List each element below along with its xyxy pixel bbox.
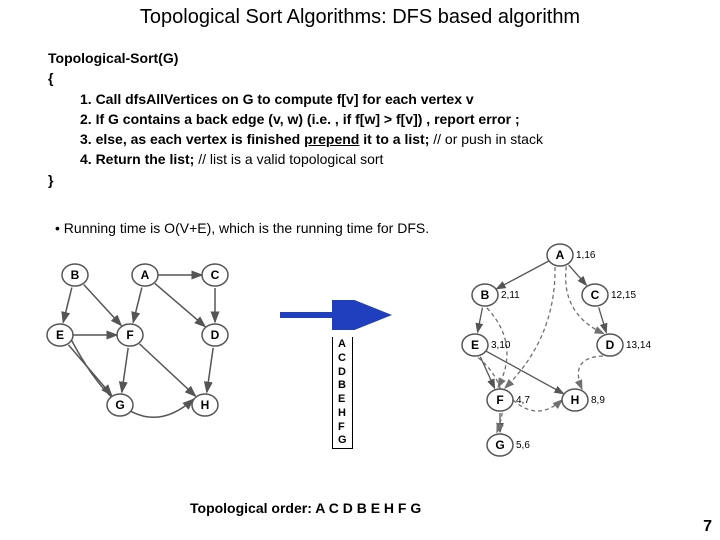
left-graph: B A C E F D G H bbox=[20, 245, 270, 455]
stack-row: B bbox=[336, 379, 349, 393]
stack-row: C bbox=[336, 352, 349, 366]
running-time-text: Running time is O(V+E), which is the run… bbox=[64, 220, 429, 236]
algo-line-4: 4. Return the list; // list is a valid t… bbox=[48, 149, 543, 169]
svg-text:5,6: 5,6 bbox=[516, 440, 530, 451]
svg-text:1,16: 1,16 bbox=[576, 250, 596, 261]
algo-line-3: 3. else, as each vertex is finished prep… bbox=[48, 129, 543, 149]
svg-text:A: A bbox=[556, 248, 565, 262]
stack-row: F bbox=[336, 421, 349, 435]
figure-area: BACEFDGH A C D B E H F G A1,16B2,11C12,1… bbox=[20, 245, 700, 475]
svg-text:B: B bbox=[71, 268, 80, 282]
svg-text:A: A bbox=[141, 268, 150, 282]
stack-row: G bbox=[336, 434, 349, 448]
stack-row: H bbox=[336, 407, 349, 421]
stack-row: D bbox=[336, 366, 349, 380]
svg-text:E: E bbox=[471, 338, 479, 352]
svg-text:3,10: 3,10 bbox=[491, 340, 511, 351]
svg-text:F: F bbox=[496, 393, 503, 407]
algo-line-4-comment: // list is a valid topological sort bbox=[194, 151, 383, 167]
svg-text:E: E bbox=[56, 328, 64, 342]
output-stack: A C D B E H F G bbox=[332, 337, 353, 449]
algo-line-3b: it to a list; bbox=[359, 131, 429, 147]
svg-text:G: G bbox=[495, 438, 504, 452]
stack-row: E bbox=[336, 393, 349, 407]
pseudocode-block: Topological-Sort(G) { 1. Call dfsAllVert… bbox=[48, 48, 543, 190]
svg-text:B: B bbox=[481, 288, 490, 302]
svg-text:2,11: 2,11 bbox=[501, 290, 520, 301]
algo-name: Topological-Sort(G) bbox=[48, 48, 543, 68]
svg-text:C: C bbox=[211, 268, 220, 282]
algo-line-4a: 4. Return the list; bbox=[80, 151, 194, 167]
stack-row: A bbox=[336, 338, 349, 352]
arrow-icon bbox=[275, 300, 395, 330]
svg-text:8,9: 8,9 bbox=[591, 395, 605, 406]
svg-text:D: D bbox=[211, 328, 220, 342]
svg-text:12,15: 12,15 bbox=[611, 290, 636, 301]
svg-text:H: H bbox=[201, 398, 210, 412]
algo-line-3-comment: // or push in stack bbox=[429, 131, 543, 147]
svg-text:13,14: 13,14 bbox=[626, 340, 651, 351]
algo-line-1: 1. Call dfsAllVertices on G to compute f… bbox=[48, 89, 543, 109]
svg-text:F: F bbox=[126, 328, 133, 342]
svg-text:C: C bbox=[591, 288, 600, 302]
svg-text:H: H bbox=[571, 393, 580, 407]
algo-line-3-underline: prepend bbox=[304, 131, 359, 147]
brace-open: { bbox=[48, 68, 543, 88]
right-graph: A 1,16 B 2,11 C 12,15 E 3,10 D 13,14 F 4,7 H 8,9 G 5,6 bbox=[420, 240, 700, 465]
svg-text:4,7: 4,7 bbox=[516, 395, 530, 406]
page-number: 7 bbox=[703, 518, 712, 536]
page-title: Topological Sort Algorithms: DFS based a… bbox=[0, 0, 720, 29]
algo-line-3a: 3. else, as each vertex is finished bbox=[80, 131, 304, 147]
algo-line-2: 2. If G contains a back edge (v, w) (i.e… bbox=[48, 109, 543, 129]
svg-text:D: D bbox=[606, 338, 615, 352]
topological-order-caption: Topological order: A C D B E H F G bbox=[190, 500, 421, 516]
running-time-note: • Running time is O(V+E), which is the r… bbox=[55, 220, 429, 236]
bullet-icon: • bbox=[55, 220, 60, 236]
brace-close: } bbox=[48, 170, 543, 190]
svg-text:G: G bbox=[115, 398, 124, 412]
